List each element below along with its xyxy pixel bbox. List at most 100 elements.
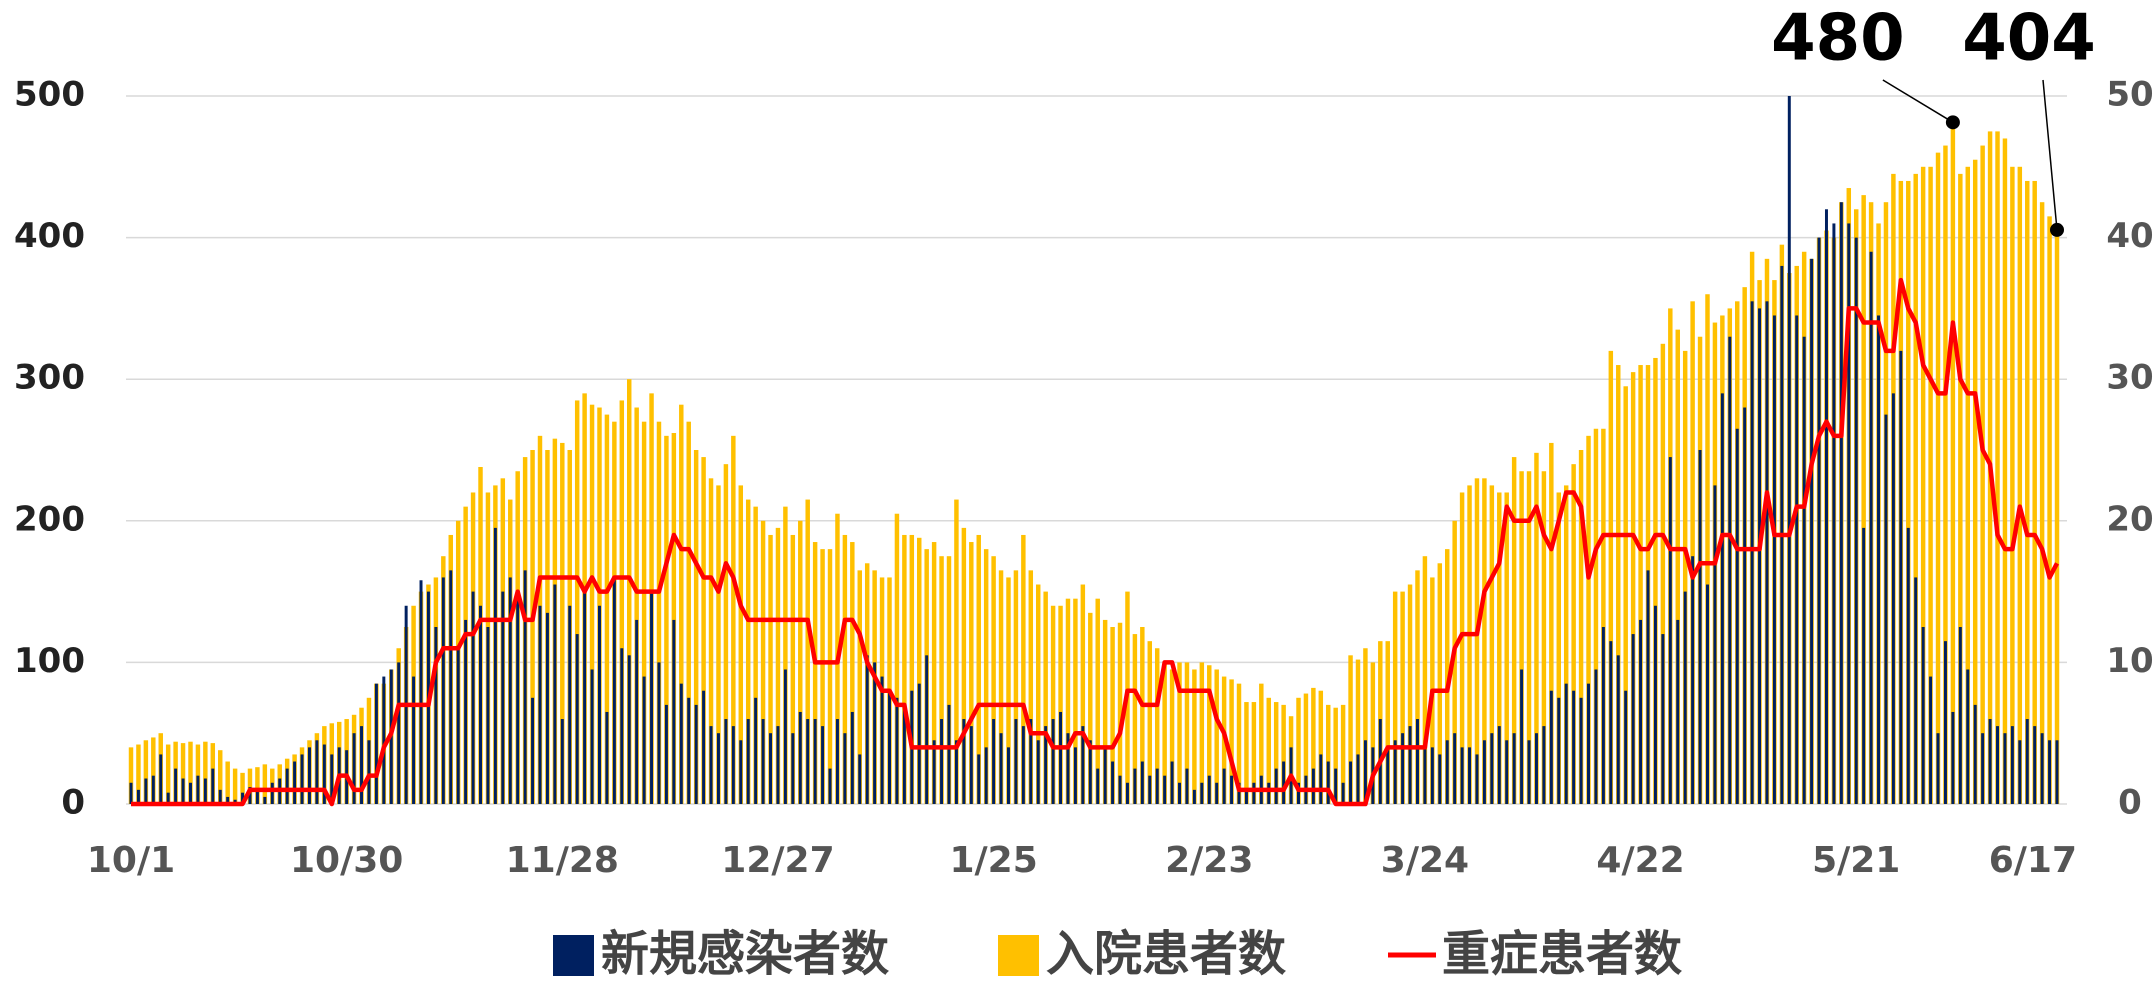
bar — [151, 775, 155, 804]
bar — [1199, 662, 1205, 804]
bar — [1504, 492, 1509, 804]
bar — [270, 782, 274, 804]
bar — [1675, 329, 1680, 804]
bar — [1035, 584, 1041, 804]
bar — [1795, 315, 1799, 804]
bar — [1363, 740, 1367, 804]
bar — [1051, 719, 1055, 804]
bar — [1453, 733, 1457, 804]
bar — [464, 619, 468, 804]
bar — [1021, 726, 1025, 804]
bar — [129, 782, 133, 804]
bar — [962, 719, 966, 804]
bar — [902, 704, 906, 804]
bar — [605, 711, 609, 804]
bar — [961, 527, 967, 804]
bar — [471, 591, 475, 804]
bar — [1519, 471, 1524, 804]
bar — [1081, 726, 1085, 804]
bar — [769, 733, 773, 804]
bar — [1906, 527, 1910, 804]
bar — [686, 421, 691, 804]
x-tick-label: 1/25 — [949, 840, 1037, 881]
bar — [1698, 450, 1702, 804]
bar — [300, 754, 304, 804]
bar — [1215, 782, 1219, 804]
bar — [1556, 492, 1561, 804]
y-tick-label: 200 — [14, 499, 85, 539]
bar — [1988, 719, 1992, 804]
bar — [641, 421, 647, 804]
bar — [1527, 740, 1531, 804]
bar — [1578, 450, 1584, 804]
bar — [1065, 598, 1071, 804]
bar — [1415, 719, 1419, 804]
bar — [486, 627, 490, 804]
bar — [1713, 485, 1717, 804]
bar — [374, 683, 378, 804]
bar — [1608, 350, 1614, 804]
bar — [738, 485, 744, 804]
bar — [1616, 365, 1621, 804]
bar — [1184, 662, 1190, 804]
bar — [1170, 761, 1174, 804]
bar — [1163, 775, 1167, 804]
bar — [1214, 669, 1219, 804]
bar — [702, 690, 706, 804]
bar — [1437, 563, 1443, 804]
bar — [760, 520, 766, 804]
bar — [1222, 768, 1226, 804]
bar — [1281, 704, 1286, 804]
bar — [1468, 747, 1472, 804]
bar — [1095, 598, 1100, 804]
bar — [247, 768, 253, 804]
bar — [2018, 740, 2022, 804]
bar — [136, 789, 140, 804]
bar — [1333, 707, 1338, 804]
bar — [1467, 485, 1472, 804]
bar — [753, 506, 758, 804]
bar — [1355, 659, 1361, 804]
y-tick-label: 300 — [14, 358, 85, 398]
bar — [821, 726, 825, 804]
bar — [545, 612, 549, 804]
bar — [1252, 782, 1256, 804]
bar — [946, 556, 952, 804]
bar — [1438, 754, 1442, 804]
bar — [143, 740, 149, 804]
bar — [612, 577, 616, 804]
bar — [873, 662, 877, 804]
bar — [1148, 775, 1152, 804]
bar — [1824, 209, 1828, 804]
bar — [701, 457, 706, 804]
bar — [1066, 733, 1070, 804]
bar — [1192, 789, 1196, 804]
bar — [813, 719, 817, 804]
bar — [479, 605, 482, 804]
bar — [917, 683, 921, 804]
bar — [397, 662, 401, 804]
bar — [812, 542, 818, 804]
bar — [2002, 138, 2008, 805]
bar — [1661, 634, 1665, 804]
bar — [1401, 733, 1405, 804]
bar — [1140, 627, 1145, 804]
bar — [1103, 747, 1107, 804]
bar — [1154, 648, 1160, 804]
bar — [2017, 166, 2023, 805]
bar — [1303, 693, 1309, 804]
bar — [1691, 556, 1695, 804]
bar — [694, 704, 698, 804]
bar — [1102, 619, 1108, 804]
bar — [1935, 152, 1941, 804]
bar — [917, 537, 922, 804]
bar — [1297, 782, 1300, 804]
bar — [1147, 641, 1153, 804]
bar — [1787, 96, 1791, 804]
bar — [932, 740, 936, 804]
bar — [1802, 336, 1806, 804]
bar — [1073, 747, 1077, 804]
bar — [1385, 641, 1390, 804]
bar — [1817, 237, 1821, 805]
y2-tick-label: 20 — [2106, 499, 2153, 539]
